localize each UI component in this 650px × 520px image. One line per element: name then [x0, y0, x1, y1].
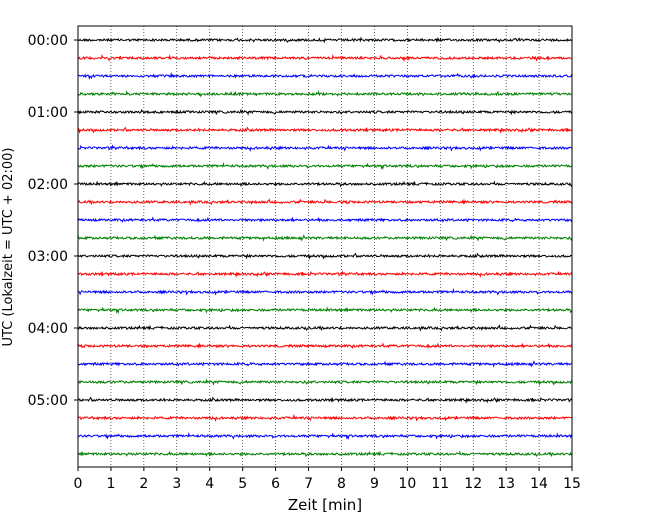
x-tick-label: 0	[74, 476, 83, 492]
trace-line	[77, 360, 573, 368]
trace-line	[77, 144, 573, 152]
trace-group	[77, 36, 573, 458]
x-tick-label: 10	[398, 476, 416, 492]
trace-line	[77, 450, 573, 458]
trace-line	[77, 198, 573, 206]
y-tick-label: 05:00	[28, 393, 68, 409]
y-axis-ticks: 00:00 01:00 02:00 03:00 04:00 05:00	[28, 33, 78, 409]
trace-line	[77, 378, 573, 387]
trace-line	[77, 126, 573, 135]
y-tick-label: 02:00	[28, 177, 68, 193]
x-tick-label: 15	[563, 476, 581, 492]
x-tick-label: 12	[464, 476, 482, 492]
trace-line	[77, 53, 573, 63]
trace-line	[77, 89, 573, 98]
y-tick-label: 03:00	[28, 249, 68, 265]
y-tick-label: 01:00	[28, 105, 68, 121]
y-tick-label: 04:00	[28, 321, 68, 337]
x-tick-label: 9	[370, 476, 379, 492]
trace-line	[77, 36, 572, 44]
trace-line	[77, 413, 573, 422]
trace-line	[77, 306, 573, 315]
x-axis-ticks: 0 1 2 3 4 5 6 7 8 9 10 11 12 13 14 15	[74, 467, 581, 492]
trace-line	[77, 324, 573, 332]
trace-line	[77, 71, 573, 80]
x-axis-label: Zeit [min]	[288, 496, 362, 514]
x-tick-label: 1	[106, 476, 115, 492]
trace-line	[77, 287, 573, 296]
x-tick-label: 13	[497, 476, 515, 492]
trace-line	[77, 161, 573, 171]
y-axis-label: UTC (Lokalzeit = UTC + 02:00)	[1, 148, 16, 347]
trace-line	[77, 216, 573, 224]
x-tick-label: 5	[238, 476, 247, 492]
x-tick-label: 8	[337, 476, 346, 492]
trace-line	[77, 234, 573, 242]
trace-line	[77, 270, 573, 278]
trace-line	[77, 342, 573, 350]
x-tick-label: 14	[530, 476, 548, 492]
x-tick-label: 4	[205, 476, 214, 492]
trace-line	[77, 180, 573, 188]
trace-line	[77, 396, 573, 404]
x-tick-label: 2	[139, 476, 148, 492]
trace-line	[77, 252, 573, 261]
trace-line	[77, 108, 573, 116]
x-tick-label: 6	[271, 476, 280, 492]
plot-frame	[77, 25, 573, 468]
x-tick-label: 7	[304, 476, 313, 492]
x-tick-label: 3	[172, 476, 181, 492]
x-tick-label: 11	[431, 476, 449, 492]
trace-line	[77, 431, 573, 441]
y-tick-label: 00:00	[28, 33, 68, 49]
